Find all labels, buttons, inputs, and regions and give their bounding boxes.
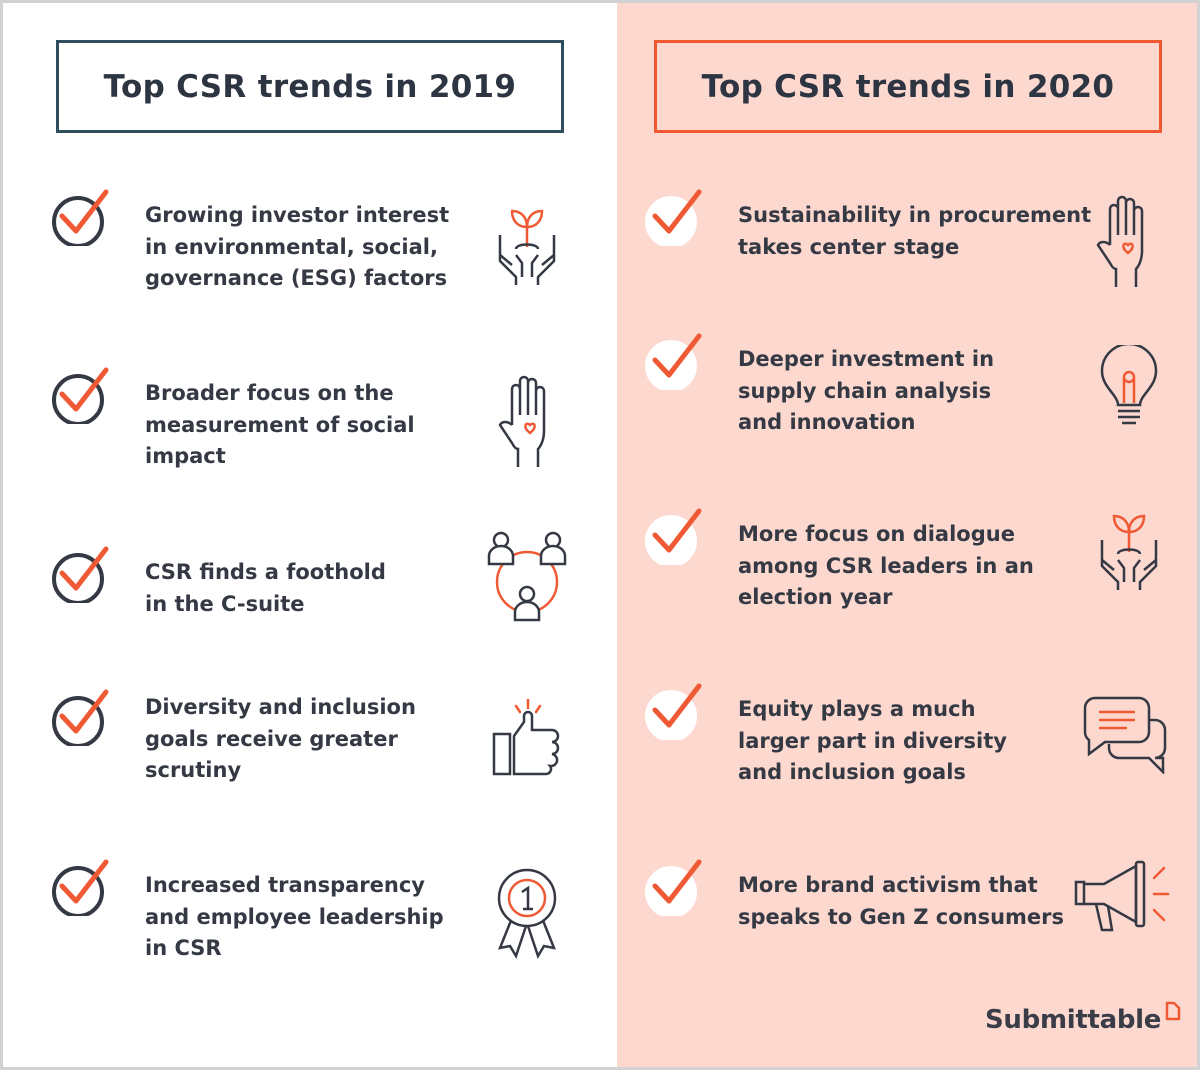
check-icon	[645, 683, 702, 740]
plant-hands-icon	[498, 209, 556, 285]
people-network-icon	[487, 531, 567, 622]
award-ribbon-icon	[497, 868, 557, 959]
item-text: Diversity and inclusion goals receive gre…	[145, 695, 416, 782]
brand-mark-icon	[1165, 1001, 1181, 1021]
hand-heart-icon	[498, 375, 546, 467]
megaphone-icon	[1074, 860, 1170, 932]
item-text: Deeper investment in supply chain analysi…	[738, 347, 995, 434]
item-text: Equity plays a much larger part in divers…	[738, 697, 1007, 784]
item-text: Sustainability in procurement takes cente…	[738, 203, 1092, 259]
check-icon	[645, 189, 702, 246]
check-icon	[52, 859, 109, 916]
check-icon	[52, 689, 109, 746]
check-icon	[52, 367, 109, 424]
check-icon	[645, 508, 702, 565]
item-text: More brand activism that speaks to Gen Z …	[738, 873, 1065, 929]
brand-name: Submittable	[985, 1005, 1162, 1035]
item-text: Increased transparency and employee leade…	[145, 873, 444, 960]
lightbulb-icon	[1100, 345, 1158, 425]
item-text: CSR finds a foothold in the C-suite	[145, 560, 386, 616]
check-icon	[52, 189, 109, 246]
check-icon	[645, 333, 702, 390]
thumbs-up-icon	[492, 698, 560, 776]
check-icon	[52, 546, 109, 603]
brand-logo: Submittable	[985, 1000, 1182, 1040]
plant-hands-icon	[1100, 514, 1158, 590]
right-column	[617, 3, 1197, 1067]
item-text: Broader focus on the measurement of socia…	[145, 381, 415, 468]
item-text: Growing investor interest in environmenta…	[145, 203, 450, 290]
chat-bubbles-icon	[1083, 696, 1167, 774]
right-title: Top CSR trends in 2020	[654, 40, 1162, 133]
hand-heart-icon	[1096, 195, 1144, 287]
left-title: Top CSR trends in 2019	[56, 40, 564, 133]
check-icon	[645, 859, 702, 916]
item-text: More focus on dialogue among CSR leaders …	[738, 522, 1034, 609]
